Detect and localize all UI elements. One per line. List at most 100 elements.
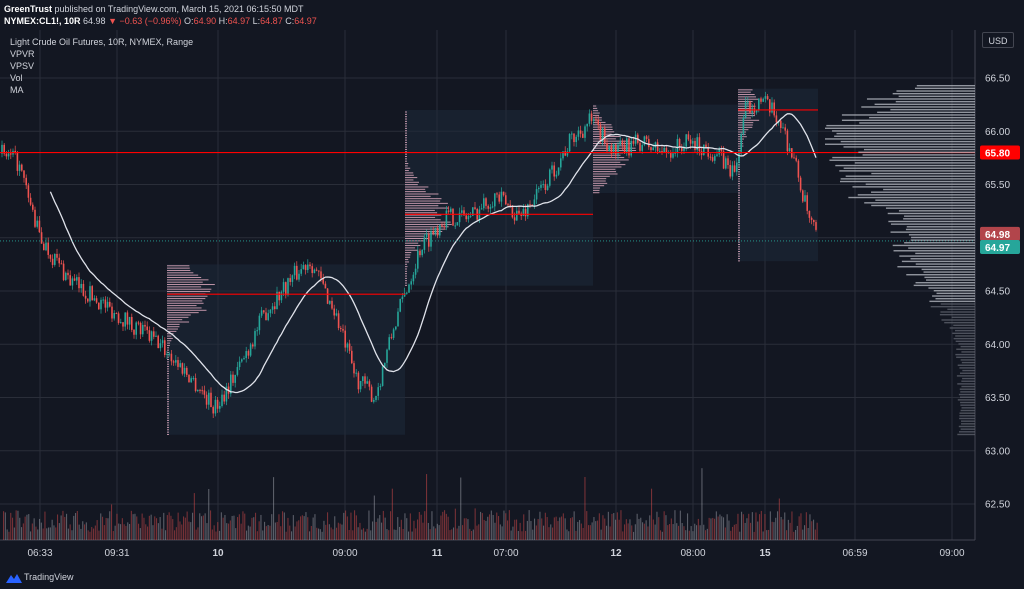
publisher-name[interactable]: GreenTrust — [4, 4, 53, 14]
volume-bar — [201, 516, 203, 540]
vpvr-bar — [915, 252, 975, 255]
volume-bar — [156, 518, 158, 540]
volume-bar — [413, 520, 415, 540]
volume-bar — [179, 521, 181, 540]
session-profile-bar — [593, 124, 612, 126]
session-profile-bar — [405, 284, 407, 286]
vpvr-bar — [825, 143, 975, 145]
vpvr-bar — [962, 377, 975, 380]
price-change: ▼ −0.63 (−0.96%) — [108, 16, 182, 26]
candle-body — [522, 209, 525, 216]
volume-bar — [741, 511, 743, 540]
session-profile-bar — [405, 230, 443, 232]
candle-body — [390, 337, 393, 339]
candle-body — [14, 150, 16, 153]
legend-item-vpsv[interactable]: VPSV — [10, 61, 35, 71]
price-axis[interactable]: 66.5066.0065.5065.0064.5064.0063.5063.00… — [985, 74, 1010, 511]
candle-body — [656, 142, 659, 152]
candle-body — [194, 377, 197, 392]
volume-bar — [629, 519, 631, 540]
volume-bar — [190, 522, 192, 540]
price-chart[interactable]: 66.5066.0065.5065.0064.5064.0063.5063.00… — [0, 30, 1024, 566]
volume-bar — [771, 521, 773, 540]
vpvr-bar — [956, 356, 975, 358]
volume-bar — [327, 512, 329, 540]
volume-bar — [336, 527, 338, 540]
session-profile-bar — [405, 200, 441, 202]
volume-bar — [489, 514, 491, 540]
candle-body — [335, 313, 338, 316]
session-profile-bar — [738, 94, 755, 96]
volume-bar — [490, 510, 492, 540]
volume-bar — [35, 526, 37, 540]
volume-bar — [134, 513, 136, 540]
session-profile-bar — [738, 131, 747, 133]
session-profile-bar — [405, 202, 448, 204]
volume-bar — [318, 528, 320, 540]
volume-bar — [795, 529, 797, 540]
candles[interactable] — [1, 91, 817, 419]
volume-bar — [346, 516, 348, 540]
vpvr-bar — [865, 183, 975, 185]
volume-bar — [467, 519, 469, 540]
candle-body — [780, 120, 782, 128]
session-profile-bar — [405, 223, 452, 225]
candle-body — [456, 222, 459, 226]
volume-bar — [564, 518, 566, 540]
volume-bar — [436, 523, 438, 540]
candle-body — [617, 144, 619, 155]
tradingview-logo-icon[interactable] — [6, 572, 22, 583]
session-profile-bar — [167, 276, 202, 278]
volume-bar — [390, 511, 392, 540]
volume-bar — [67, 528, 69, 540]
candle-body — [714, 155, 716, 161]
volume-bar — [638, 518, 640, 540]
volume-bar — [435, 528, 437, 540]
candle-body — [370, 386, 373, 402]
volume-bar — [528, 510, 530, 540]
volume-bar — [652, 519, 654, 540]
candle-body — [274, 306, 276, 310]
session-profile-bar — [405, 156, 407, 158]
vpvr-bar — [857, 194, 975, 196]
session-profile-bar — [405, 116, 407, 118]
candle-body — [27, 185, 30, 198]
session-profile-bar — [167, 370, 169, 372]
session-profile-bar — [405, 165, 408, 167]
vpvr-bar — [955, 353, 975, 356]
candle-body — [564, 151, 566, 156]
vpvr-bar — [863, 148, 975, 151]
session-profile-bar — [738, 190, 740, 192]
session-profile-bar — [167, 269, 191, 271]
tradingview-brand[interactable]: TradingView — [24, 572, 74, 582]
candle-body — [571, 133, 573, 135]
vpvr-bar — [933, 290, 975, 292]
legend-item-vpvr[interactable]: VPVR — [10, 49, 35, 59]
session-profile-bar — [167, 396, 169, 398]
volume-bar — [534, 518, 536, 540]
candle-body — [806, 195, 808, 211]
candle-body — [463, 210, 465, 216]
volume-bar — [555, 516, 557, 540]
legend-item-vol[interactable]: Vol — [10, 73, 23, 83]
candle-body — [566, 151, 569, 156]
volume-bar — [625, 519, 627, 540]
session-profile-bar — [738, 185, 740, 187]
legend-item-ma[interactable]: MA — [10, 85, 24, 95]
candle-body — [762, 98, 764, 102]
candle-body — [538, 187, 540, 190]
candle-body — [549, 169, 551, 186]
currency-button[interactable]: USD — [982, 32, 1014, 48]
vpvr-bar — [951, 316, 975, 319]
vpvr-bar — [959, 417, 975, 420]
vpvr-bar — [926, 279, 975, 281]
session-profile-bar — [167, 295, 208, 297]
candle-body — [786, 130, 789, 152]
session-profile-bar — [167, 326, 180, 328]
candle-body — [663, 147, 665, 153]
vpvr-bar — [843, 167, 975, 169]
volume-bar — [141, 513, 143, 540]
volume-bar — [566, 529, 568, 540]
time-axis[interactable]: 06:33 09:31 10 09:00 11 07:00 12 08:00 15 06:59 09… — [27, 548, 964, 559]
volume-bar — [634, 524, 636, 540]
